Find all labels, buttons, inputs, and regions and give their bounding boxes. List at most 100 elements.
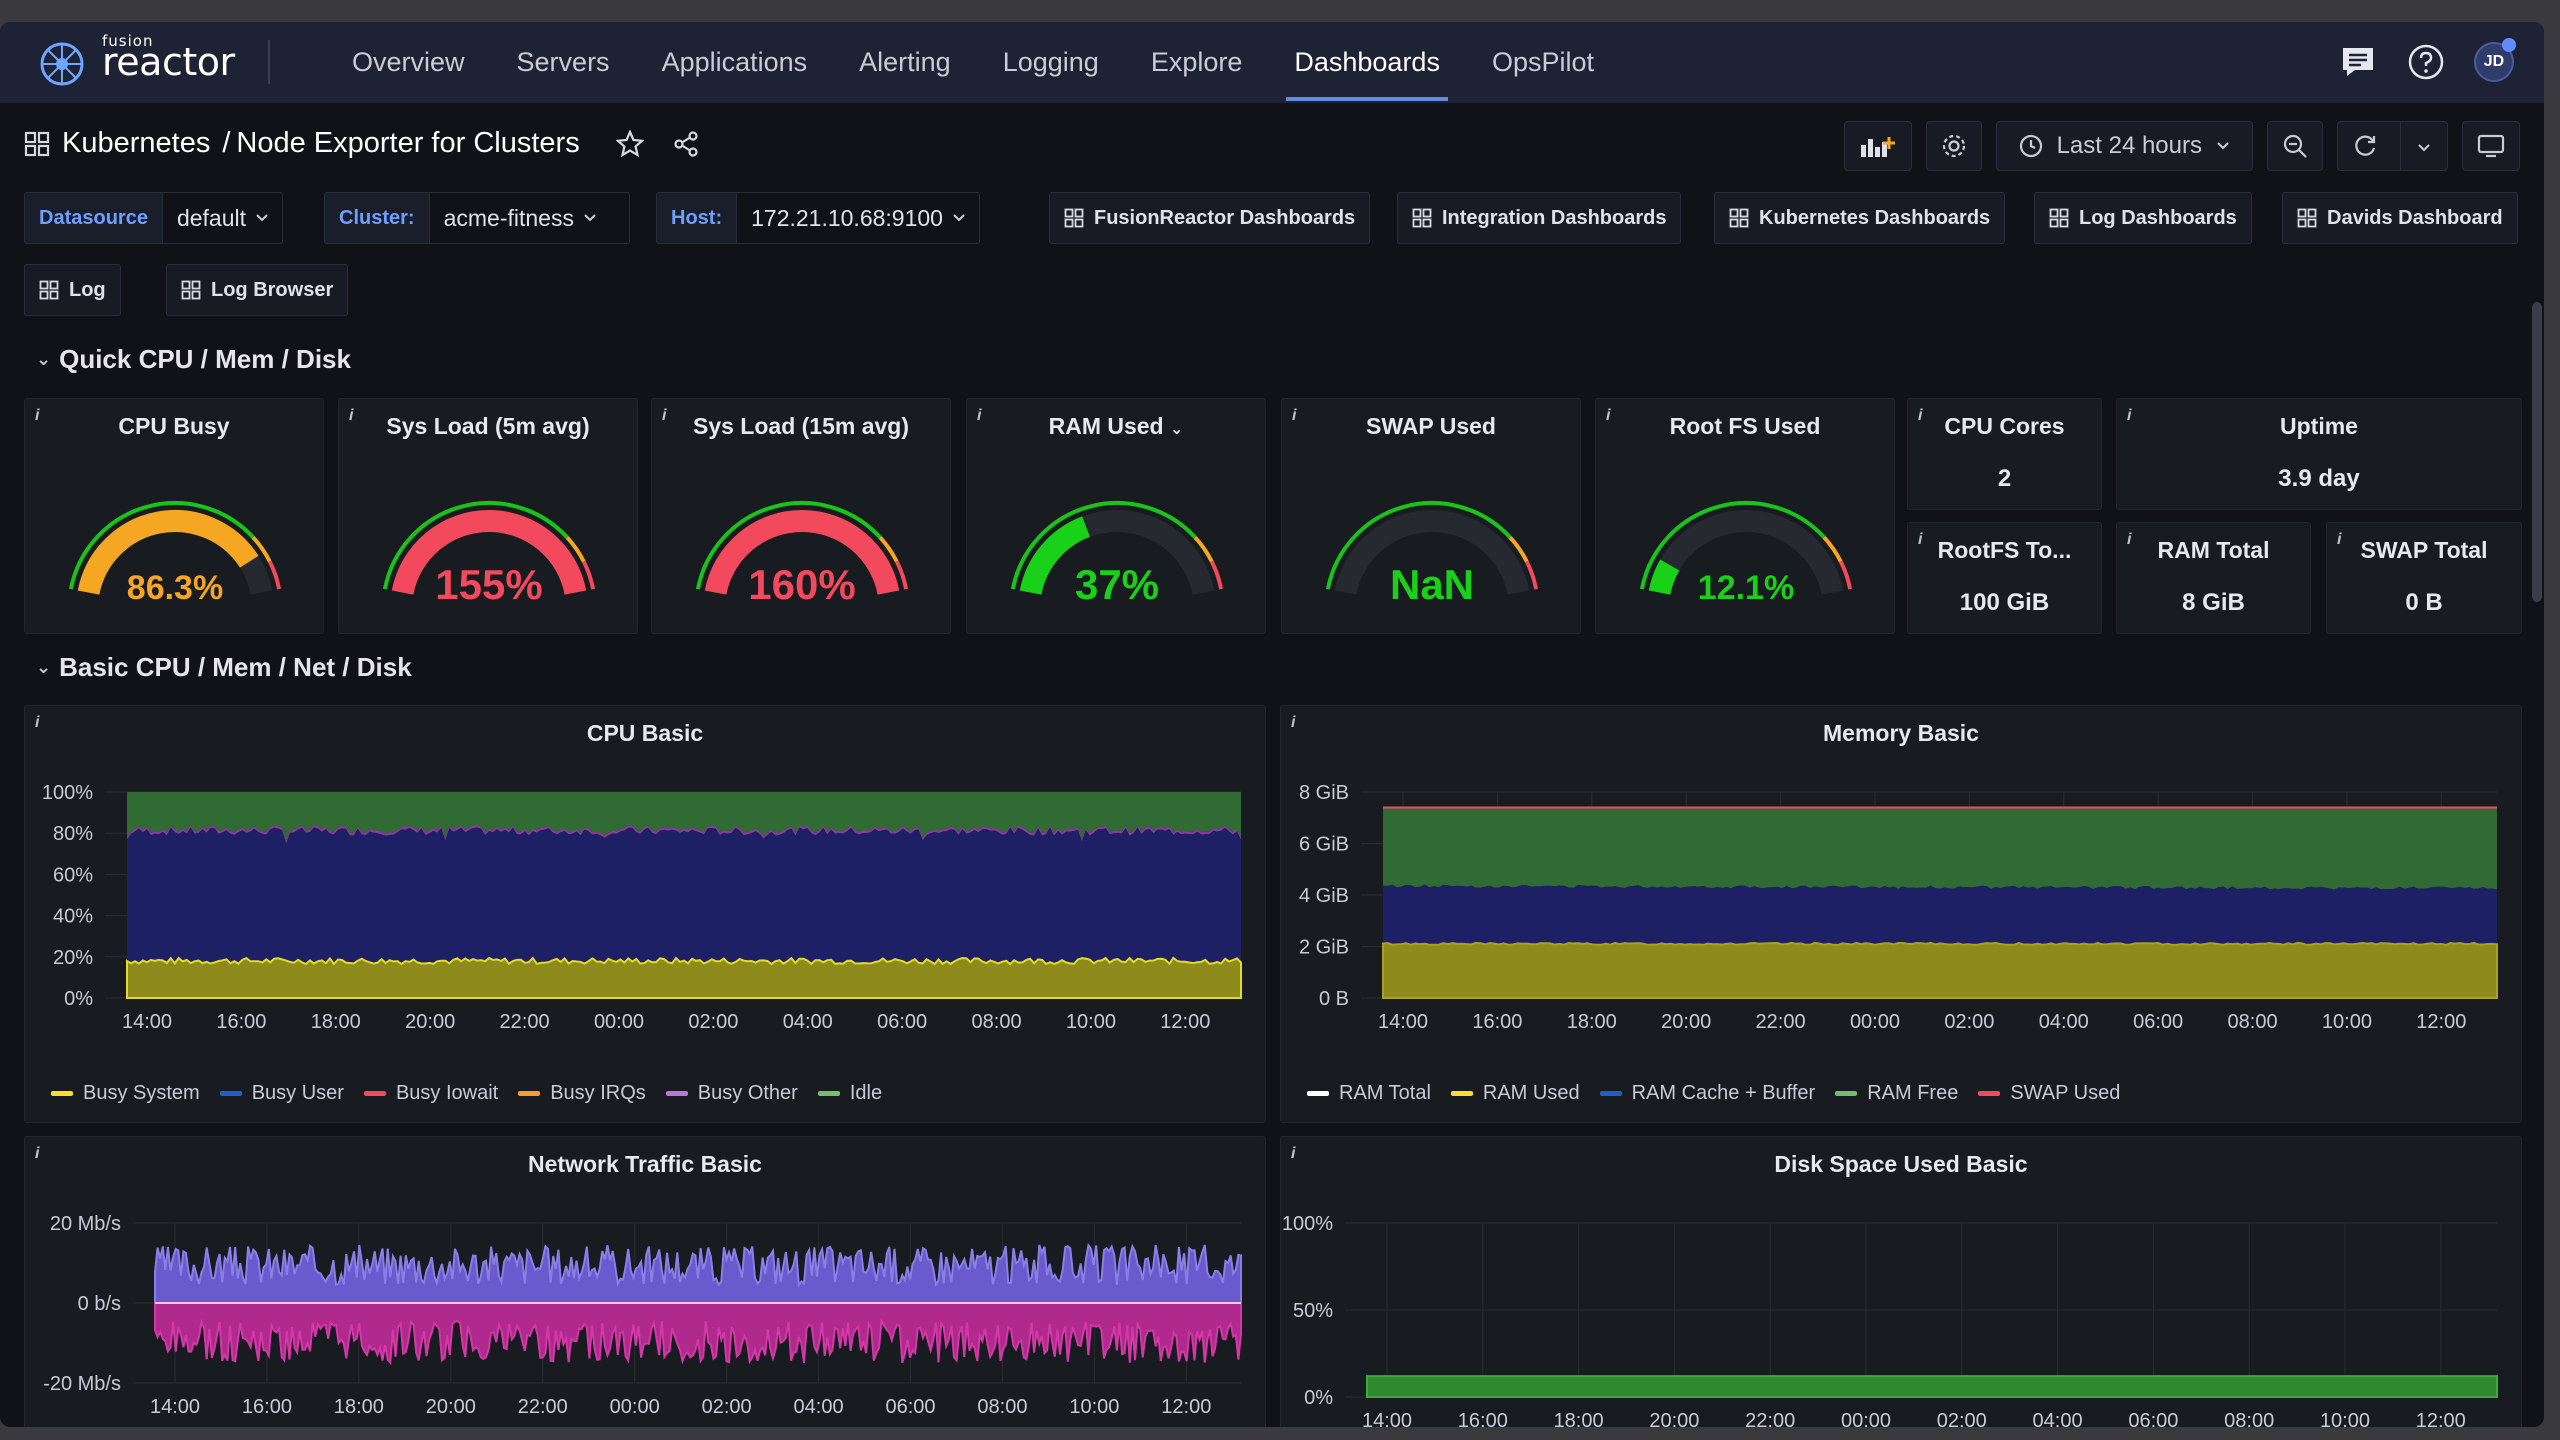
- cpu-basic-panel[interactable]: i CPU Basic 100% 80% 60% 40% 20% 0% 14:00 16:00…: [24, 705, 1266, 1123]
- info-icon[interactable]: i: [1291, 714, 1296, 731]
- sys-load-5m-gauge-panel[interactable]: i Sys Load (5m avg) 155%: [338, 398, 638, 634]
- nav-item-overview[interactable]: Overview: [352, 47, 465, 77]
- uptime-panel[interactable]: i Uptime 3.9 day: [2116, 398, 2522, 510]
- network-traffic-chart[interactable]: 20 Mb/s 0 b/s -20 Mb/s 14:00 16:00 18:00 20:00…: [25, 1197, 1267, 1427]
- dashboard-grid-icon: [2049, 208, 2069, 228]
- nav-item-logging[interactable]: Logging: [1002, 47, 1099, 77]
- disk-space-chart[interactable]: 100% 50% 0% 14:00 16:00 18:00 20:00 22:00 00:00 0…: [1281, 1197, 2523, 1427]
- sys-load-15m-gauge-panel[interactable]: i Sys Load (15m avg) 160%: [651, 398, 951, 634]
- dashboard-link-integration-dashboards[interactable]: Integration Dashboards: [1397, 192, 1682, 244]
- row-basic-cpu-mem-net-disk[interactable]: ⌄ Basic CPU / Mem / Net / Disk: [36, 652, 412, 683]
- dashboard-link-log-dashboards[interactable]: Log Dashboards: [2034, 192, 2252, 244]
- dashboard-link-fusionreactor-dashboards[interactable]: FusionReactor Dashboards: [1049, 192, 1371, 244]
- zoom-out-button[interactable]: [2267, 121, 2323, 171]
- disk-space-used-basic-panel[interactable]: i Disk Space Used Basic 100% 50% 0% 14:00 16…: [1280, 1136, 2522, 1427]
- nav-item-servers[interactable]: Servers: [516, 47, 610, 77]
- swap-used-gauge-panel[interactable]: i SWAP Used NaN: [1281, 398, 1581, 634]
- legend-item[interactable]: SWAP Used: [1978, 1082, 2120, 1105]
- info-icon[interactable]: i: [1918, 407, 1923, 424]
- info-icon[interactable]: i: [662, 407, 667, 424]
- legend-item[interactable]: Busy IRQs: [518, 1082, 646, 1105]
- legend-item[interactable]: Busy Other: [665, 1082, 798, 1105]
- dashboard-link-davids-dashboard[interactable]: Davids Dashboard: [2282, 192, 2518, 244]
- cpu-busy-gauge-panel[interactable]: i CPU Busy 86.3%: [24, 398, 324, 634]
- info-icon[interactable]: i: [1292, 407, 1297, 424]
- x-tick-label: 00:00: [1850, 1011, 1900, 1033]
- legend-swatch: [51, 1091, 73, 1097]
- cluster-select[interactable]: acme-fitness: [429, 192, 630, 244]
- settings-button[interactable]: [1925, 121, 1982, 171]
- refresh-interval-dropdown[interactable]: [2401, 132, 2447, 160]
- info-icon[interactable]: i: [35, 1145, 40, 1162]
- rootfs-total-panel[interactable]: i RootFS To... 100 GiB: [1907, 522, 2102, 634]
- info-icon[interactable]: i: [1291, 1145, 1296, 1162]
- host-select[interactable]: 172.21.10.68:9100: [737, 192, 980, 244]
- info-icon[interactable]: i: [1606, 407, 1611, 424]
- logo-mark-icon: [40, 42, 84, 86]
- info-icon[interactable]: i: [2127, 407, 2132, 424]
- info-icon[interactable]: i: [349, 407, 354, 424]
- page-scrollbar[interactable]: [2532, 302, 2542, 602]
- info-icon[interactable]: i: [2337, 531, 2342, 548]
- dashboard-link-log[interactable]: Log: [24, 264, 121, 316]
- zoom-out-icon: [2283, 134, 2307, 158]
- memory-basic-panel[interactable]: i Memory Basic 8 GiB 6 GiB 4 GiB 2 GiB 0 B 14…: [1280, 705, 2522, 1123]
- cpu-cores-panel[interactable]: i CPU Cores 2: [1907, 398, 2102, 510]
- ram-used-gauge-panel[interactable]: i RAM Used ⌄ 37%: [966, 398, 1266, 634]
- info-icon[interactable]: i: [35, 407, 40, 424]
- dashboard-link-log-browser[interactable]: Log Browser: [166, 264, 349, 316]
- swap-total-panel[interactable]: i SWAP Total 0 B: [2326, 522, 2522, 634]
- sys-load-15m-gauge: 160%: [695, 501, 909, 608]
- nav-item-opspilot[interactable]: OpsPilot: [1491, 47, 1594, 77]
- legend-item[interactable]: Busy User: [219, 1082, 344, 1105]
- info-icon[interactable]: i: [977, 407, 982, 424]
- x-tick-label: 16:00: [1458, 1410, 1508, 1427]
- ram-total-panel[interactable]: i RAM Total 8 GiB: [2116, 522, 2311, 634]
- x-tick-label: 04:00: [794, 1396, 844, 1418]
- nav-item-alerting[interactable]: Alerting: [859, 47, 951, 77]
- nav-item-explore[interactable]: Explore: [1150, 47, 1243, 77]
- x-tick-label: 06:00: [2128, 1410, 2178, 1427]
- add-panel-button[interactable]: [1843, 121, 1912, 171]
- memory-basic-chart[interactable]: 8 GiB 6 GiB 4 GiB 2 GiB 0 B 14:00 16:00 18:00 20…: [1281, 766, 2523, 1106]
- cpu-basic-chart[interactable]: 100% 80% 60% 40% 20% 0% 14:00 16:00 18:00 20:00 22…: [25, 766, 1267, 1106]
- dashboard-link-kubernetes-dashboards[interactable]: Kubernetes Dashboards: [1714, 192, 2006, 244]
- legend-item[interactable]: Busy System: [51, 1082, 200, 1105]
- refresh-button[interactable]: [2337, 121, 2448, 171]
- logo-text: reactor: [102, 40, 235, 84]
- info-icon[interactable]: i: [1918, 531, 1923, 548]
- info-icon[interactable]: i: [2127, 531, 2132, 548]
- info-icon[interactable]: i: [35, 714, 40, 731]
- x-tick-label: 14:00: [122, 1011, 172, 1033]
- star-icon[interactable]: [615, 129, 644, 158]
- legend-item[interactable]: Idle: [817, 1082, 882, 1105]
- clock-icon: [2019, 134, 2042, 158]
- fusionreactor-logo[interactable]: fusion reactor: [30, 26, 270, 96]
- root-fs-used-gauge-panel[interactable]: i Root FS Used 12.1%: [1595, 398, 1895, 634]
- help-icon[interactable]: [2406, 42, 2446, 82]
- time-range-picker[interactable]: Last 24 hours: [1995, 121, 2253, 171]
- network-traffic-basic-panel[interactable]: i Network Traffic Basic 20 Mb/s 0 b/s -20 …: [24, 1136, 1266, 1427]
- share-icon[interactable]: [672, 130, 700, 158]
- user-avatar[interactable]: JD: [2474, 38, 2516, 82]
- dashboard-grid-icon: [1064, 208, 1084, 228]
- nav-item-applications[interactable]: Applications: [661, 47, 808, 77]
- chat-icon[interactable]: [2338, 42, 2378, 82]
- tv-mode-button[interactable]: [2462, 121, 2520, 171]
- legend-label: Busy User: [251, 1082, 344, 1104]
- legend-item[interactable]: RAM Total: [1307, 1082, 1431, 1105]
- breadcrumb-folder[interactable]: Kubernetes: [62, 127, 211, 159]
- legend-item[interactable]: Busy Iowait: [363, 1082, 498, 1105]
- nav-item-dashboards[interactable]: Dashboards: [1272, 22, 1462, 103]
- datasource-select[interactable]: default: [162, 192, 283, 244]
- row-quick-cpu-mem-disk[interactable]: ⌄ Quick CPU / Mem / Disk: [36, 344, 351, 375]
- legend-item[interactable]: RAM Free: [1835, 1082, 1958, 1105]
- x-tick-label: 06:00: [877, 1011, 927, 1033]
- legend-item[interactable]: RAM Used: [1450, 1082, 1580, 1105]
- legend-item[interactable]: RAM Cache + Buffer: [1599, 1082, 1815, 1105]
- chevron-down-icon[interactable]: ⌄: [1170, 421, 1184, 438]
- y-tick-label: 20 Mb/s: [50, 1213, 121, 1235]
- threshold-ok: [1639, 501, 1826, 590]
- y-tick-label: 0 B: [1319, 988, 1349, 1010]
- panel-title: Disk Space Used Basic: [1774, 1151, 2028, 1177]
